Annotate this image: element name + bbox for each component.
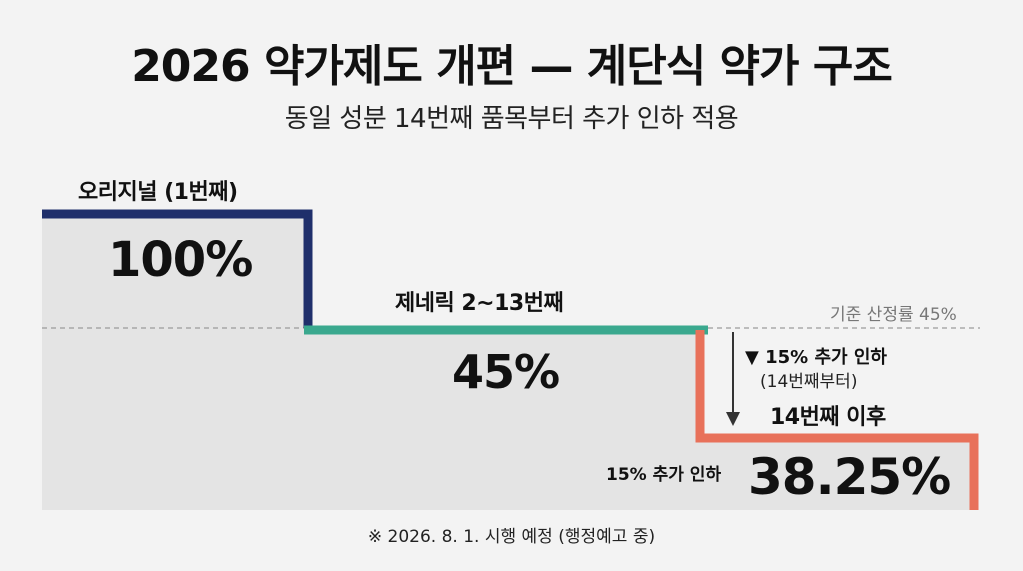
step-side-note: 15% 추가 인하 xyxy=(606,465,722,485)
step-value-after-14: 38.25% xyxy=(748,448,951,506)
page-title: 2026 약가제도 개편 — 계단식 약가 구조 xyxy=(131,41,893,92)
step-label-after-14: 14번째 이후 xyxy=(770,405,886,430)
step-value-original: 100% xyxy=(108,232,253,288)
drop-annotation-title: ▼ 15% 추가 인하 xyxy=(745,347,887,368)
step-label-generic: 제네릭 2~13번째 xyxy=(395,291,564,316)
footnote: ※ 2026. 8. 1. 시행 예정 (행정예고 중) xyxy=(367,527,656,547)
drop-arrow-head xyxy=(726,412,740,426)
step-line-original xyxy=(42,209,313,328)
step-fill-generic xyxy=(304,328,704,510)
step-fill-original xyxy=(42,212,304,510)
step-fill-after-14 xyxy=(704,436,974,510)
step-label-original: 오리지널 (1번째) xyxy=(78,180,238,205)
reference-label: 기준 산정률 45% xyxy=(830,305,957,325)
page-subtitle: 동일 성분 14번째 품목부터 추가 인하 적용 xyxy=(284,104,739,134)
step-line-after-14 xyxy=(695,330,979,510)
drop-annotation-subtitle: (14번째부터) xyxy=(760,372,858,392)
step-value-generic: 45% xyxy=(452,345,560,399)
